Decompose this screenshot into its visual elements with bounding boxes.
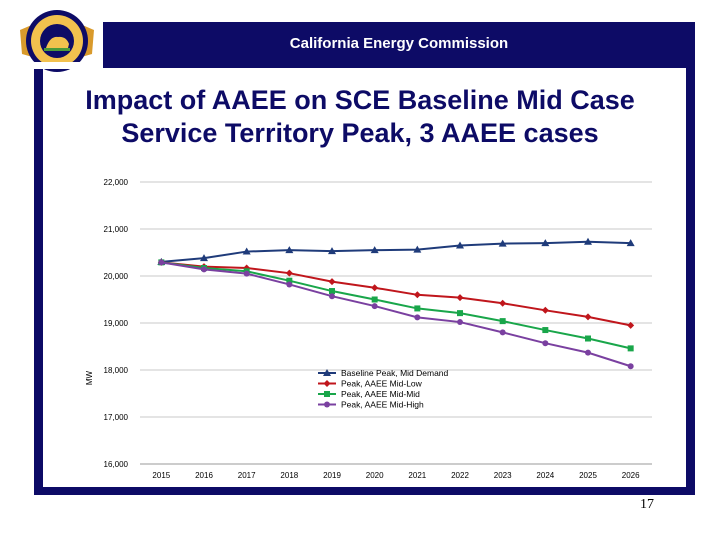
data-point — [286, 281, 293, 288]
data-point — [370, 246, 379, 254]
x-tick-label: 2022 — [451, 471, 469, 480]
y-tick-label: 18,000 — [104, 366, 129, 375]
y-tick-label: 16,000 — [104, 460, 129, 469]
left-frame-bar — [34, 66, 43, 494]
y-tick-label: 17,000 — [104, 413, 129, 422]
data-point — [328, 247, 336, 255]
legend-entry-1: Peak, AAEE Mid-Low — [318, 379, 423, 389]
data-point — [457, 310, 463, 317]
data-point — [414, 314, 421, 321]
seal-banner — [32, 62, 82, 69]
data-point — [627, 363, 634, 370]
data-point — [413, 245, 422, 253]
series-line — [161, 261, 631, 350]
data-point — [499, 329, 506, 336]
data-point — [413, 291, 421, 299]
right-frame-bar — [686, 22, 695, 495]
y-tick-label: 20,000 — [104, 272, 129, 281]
legend-entry-3: Peak, AAEE Mid-High — [318, 400, 424, 410]
legend-label: Peak, AAEE Mid-Mid — [341, 389, 420, 399]
data-point — [541, 306, 549, 314]
y-tick-label: 21,000 — [104, 225, 129, 234]
y-tick-label: 19,000 — [104, 319, 129, 328]
x-tick-label: 2023 — [494, 471, 512, 480]
legend-entry-0: Baseline Peak, Mid Demand — [318, 368, 449, 378]
data-point — [371, 284, 379, 292]
series-3 — [158, 259, 634, 370]
data-point — [371, 296, 378, 303]
data-point — [456, 241, 464, 249]
data-point — [201, 266, 207, 273]
data-point — [285, 269, 293, 277]
data-point — [457, 319, 463, 326]
data-point — [585, 335, 591, 342]
page-number: 17 — [640, 497, 654, 512]
series-line — [161, 261, 631, 368]
data-point — [627, 345, 634, 352]
x-tick-label: 2021 — [408, 471, 426, 480]
data-point — [541, 239, 550, 247]
data-point — [329, 293, 335, 300]
data-point — [242, 247, 251, 255]
data-point — [200, 254, 208, 262]
legend-marker — [323, 369, 331, 376]
legend-entry-2: Peak, AAEE Mid-Mid — [318, 389, 420, 399]
y-axis-label: MW — [85, 370, 94, 385]
legend-marker — [324, 391, 330, 397]
energy-commission-seal — [20, 10, 94, 72]
slide-title-line1: Impact of AAEE on SCE Baseline Mid Case — [85, 85, 635, 115]
data-point — [243, 270, 250, 277]
data-point — [456, 294, 464, 302]
x-tick-label: 2018 — [280, 471, 298, 480]
data-point — [584, 313, 592, 321]
data-point — [584, 237, 592, 245]
org-name: California Energy Commission — [289, 35, 509, 52]
data-point — [285, 246, 294, 254]
data-point — [328, 278, 336, 286]
data-point — [585, 349, 591, 356]
data-point — [329, 288, 335, 295]
data-point — [498, 239, 507, 247]
x-tick-label: 2015 — [152, 471, 170, 480]
data-point — [286, 277, 293, 284]
legend-label: Baseline Peak, Mid Demand — [341, 368, 449, 378]
legend-label: Peak, AAEE Mid-High — [341, 400, 424, 410]
x-tick-label: 2016 — [195, 471, 213, 480]
bottom-frame-bar — [34, 487, 695, 495]
series-line — [161, 240, 631, 263]
x-tick-label: 2025 — [579, 471, 597, 480]
legend-label: Peak, AAEE Mid-Low — [341, 379, 423, 389]
x-tick-label: 2017 — [238, 471, 256, 480]
x-tick-label: 2026 — [622, 471, 640, 480]
header-bar: California Energy Commission — [103, 22, 695, 68]
series-0 — [157, 237, 635, 265]
data-point — [414, 305, 421, 312]
slide-title-line2: Service Territory Peak, 3 AAEE cases — [121, 118, 599, 148]
series-line — [161, 261, 631, 327]
x-tick-label: 2019 — [323, 471, 341, 480]
legend-marker — [324, 401, 330, 408]
bear-icon — [46, 36, 69, 48]
data-point — [499, 299, 507, 307]
data-point — [542, 340, 549, 347]
data-point — [627, 321, 635, 329]
slide-title: Impact of AAEE on SCE Baseline Mid Case … — [40, 84, 680, 150]
data-point — [158, 259, 165, 266]
data-point — [626, 239, 635, 247]
data-point — [499, 318, 506, 325]
x-tick-label: 2020 — [366, 471, 384, 480]
x-tick-label: 2024 — [536, 471, 554, 480]
y-tick-label: 22,000 — [104, 178, 129, 187]
data-point — [542, 327, 549, 334]
series-2 — [158, 259, 634, 352]
data-point — [371, 303, 378, 310]
legend-marker — [323, 380, 331, 387]
seal-grass — [44, 48, 70, 51]
